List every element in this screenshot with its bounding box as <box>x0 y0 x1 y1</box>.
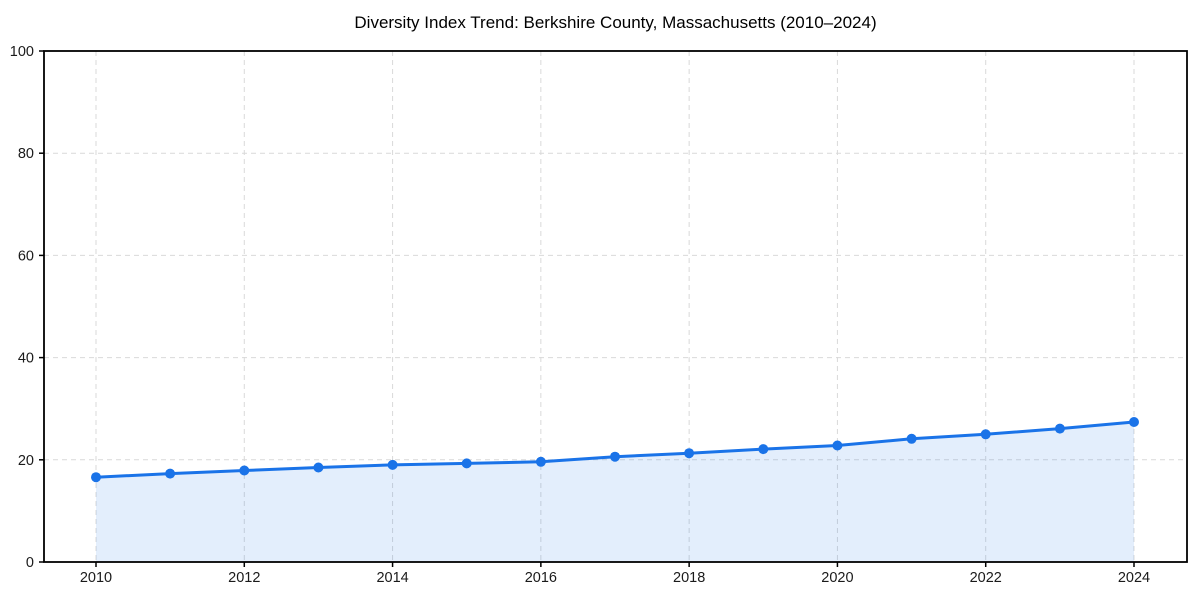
data-point <box>239 465 250 476</box>
data-point <box>91 472 101 483</box>
x-tick-label: 2022 <box>970 570 1002 586</box>
plot-border <box>43 50 1188 563</box>
x-tick-label: 2012 <box>228 570 260 586</box>
data-point <box>1054 423 1065 434</box>
data-point <box>980 429 991 440</box>
y-tick-label: 80 <box>18 146 34 162</box>
data-point <box>387 459 398 470</box>
data-point <box>906 433 917 444</box>
x-tick-label: 2018 <box>673 570 705 586</box>
data-point <box>758 444 769 455</box>
data-point <box>461 458 472 469</box>
x-tick-label: 2024 <box>1118 570 1150 586</box>
data-point <box>165 468 176 479</box>
y-axis-ticks: 0 20 40 60 80 100 <box>10 44 44 571</box>
y-tick-label: 0 <box>26 555 34 571</box>
x-tick-label: 2010 <box>80 570 112 586</box>
data-point <box>313 462 324 473</box>
x-tick-label: 2020 <box>821 570 853 586</box>
x-tick-label: 2016 <box>525 570 557 586</box>
data-point <box>535 456 546 467</box>
x-tick-label: 2014 <box>376 570 408 586</box>
data-point <box>832 440 843 451</box>
x-axis-ticks: 2010 2012 2014 2016 2018 2020 2022 2024 <box>80 562 1150 586</box>
y-tick-label: 100 <box>10 44 34 60</box>
area-fill <box>96 422 1134 562</box>
y-tick-label: 40 <box>18 351 34 367</box>
data-point <box>684 448 695 459</box>
chart-title: Diversity Index Trend: Berkshire County,… <box>354 13 877 32</box>
data-point <box>1129 417 1139 427</box>
data-points <box>91 417 1139 483</box>
y-tick-label: 20 <box>18 453 34 469</box>
data-point <box>610 451 620 462</box>
y-tick-label: 60 <box>18 248 34 264</box>
